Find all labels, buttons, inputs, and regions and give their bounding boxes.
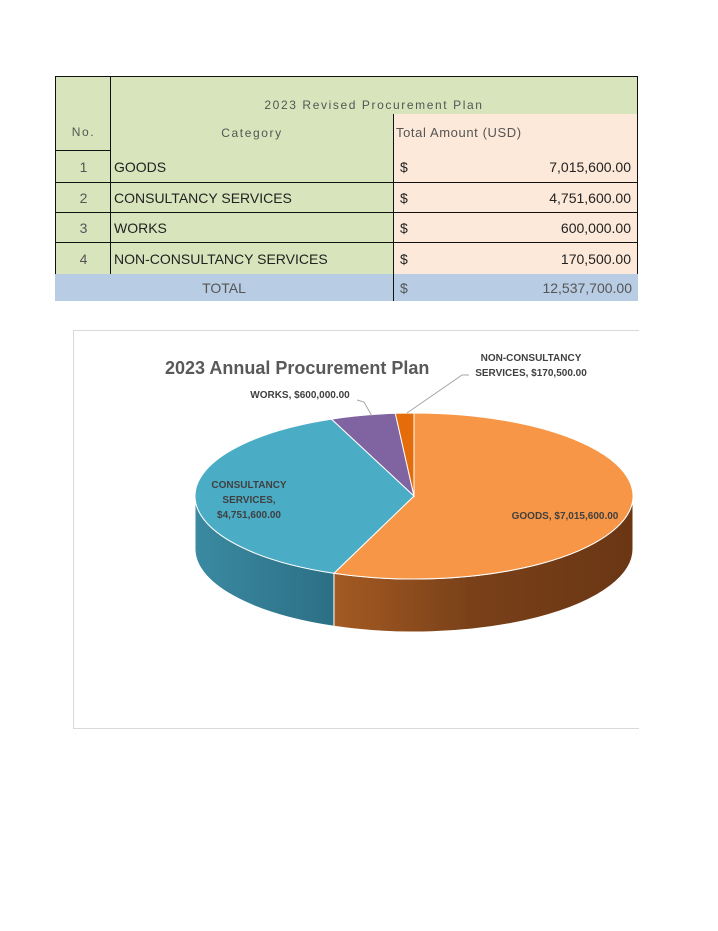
non-consultancy-data-label: NON-CONSULTANCY SERVICES, $170,500.00 xyxy=(475,353,587,379)
table-title-text: 2023 Revised Procurement Plan xyxy=(264,98,484,112)
row-amount-cell: $ 600,000.00 xyxy=(393,213,638,243)
total-label-cell: TOTAL xyxy=(55,274,393,301)
chart-title: 2023 Annual Procurement Plan xyxy=(165,358,429,378)
pie-chart: 2023 Annual Procurement Plan GOODS, $7,0… xyxy=(165,353,634,633)
row-category: NON-CONSULTANCY SERVICES xyxy=(114,250,328,267)
row-amount: 600,000.00 xyxy=(560,219,631,236)
row-category-cell: NON-CONSULTANCY SERVICES xyxy=(110,243,393,274)
procurement-table: 2023 Revised Procurement Plan No. Catego… xyxy=(55,76,638,301)
works-data-label: WORKS, $600,000.00 xyxy=(250,390,350,401)
header-category: Category xyxy=(110,114,393,151)
row-no-cell: 3 xyxy=(55,213,111,243)
row-no: 3 xyxy=(79,219,88,236)
non-consultancy-leader-line xyxy=(406,374,469,414)
row-amount: 4,751,600.00 xyxy=(549,189,631,206)
row-amount: 7,015,600.00 xyxy=(549,158,631,175)
row-no-cell: 1 xyxy=(55,151,111,183)
row-currency: $ xyxy=(400,219,408,236)
row-category-cell: CONSULTANCY SERVICES xyxy=(110,183,393,213)
row-no: 4 xyxy=(79,250,88,267)
works-leader-line xyxy=(356,399,373,417)
row-category: CONSULTANCY SERVICES xyxy=(114,189,292,206)
header-amount: Total Amount (USD) xyxy=(393,114,638,151)
non-consultancy-slice xyxy=(394,412,415,497)
row-no-cell: 4 xyxy=(55,243,111,274)
row-currency: $ xyxy=(400,158,408,175)
consultancy-data-label: CONSULTANCY SERVICES, $4,751,600.00 xyxy=(211,480,287,521)
row-no-cell: 2 xyxy=(55,183,111,213)
row-category: WORKS xyxy=(114,219,167,236)
row-amount-cell: $ 170,500.00 xyxy=(393,243,638,274)
header-no: No. xyxy=(55,114,111,151)
row-category: GOODS xyxy=(114,158,167,175)
total-label: TOTAL xyxy=(202,279,246,296)
row-amount-cell: $ 4,751,600.00 xyxy=(393,183,638,213)
row-category-cell: WORKS xyxy=(110,213,393,243)
row-no: 2 xyxy=(79,189,88,206)
goods-data-label: GOODS, $7,015,600.00 xyxy=(512,511,619,522)
row-amount-cell: $ 7,015,600.00 xyxy=(393,151,638,183)
row-currency: $ xyxy=(400,250,408,267)
total-amount-cell: $ 12,537,700.00 xyxy=(393,274,638,301)
row-currency: $ xyxy=(400,189,408,206)
pie-chart-area: 2023 Annual Procurement Plan GOODS, $7,0… xyxy=(73,330,639,729)
title-row-blank-cell xyxy=(55,76,111,115)
total-currency: $ xyxy=(400,279,408,296)
consultancy-slice xyxy=(194,418,415,574)
row-amount: 170,500.00 xyxy=(560,250,631,267)
total-amount: 12,537,700.00 xyxy=(542,279,632,296)
row-no: 1 xyxy=(79,158,88,175)
row-category-cell: GOODS xyxy=(110,151,393,183)
table-title: 2023 Revised Procurement Plan xyxy=(110,76,638,115)
goods-slice xyxy=(332,412,634,580)
